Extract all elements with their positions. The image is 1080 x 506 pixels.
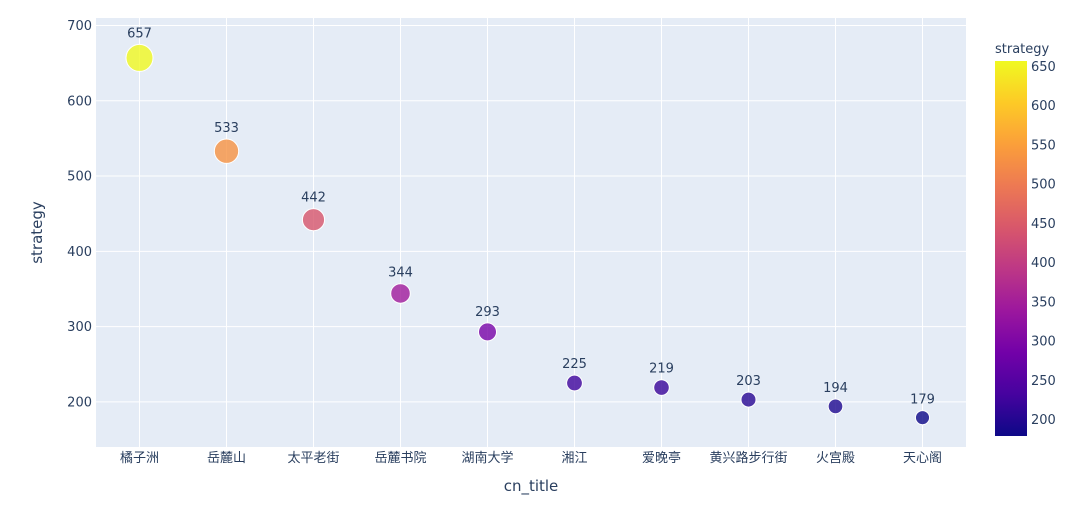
x-tick-label: 爱晚亭: [642, 450, 681, 466]
x-tick-label: 太平老街: [287, 451, 339, 466]
colorbar-tick-label: 250: [1031, 374, 1056, 389]
data-label: 225: [562, 357, 587, 372]
colorbar-tick-label: 550: [1031, 138, 1056, 153]
colorbar-title: strategy: [995, 42, 1050, 57]
x-gridlines: [139, 18, 923, 447]
colorbar-tick-label: 650: [1031, 60, 1056, 75]
data-points: [125, 43, 931, 426]
y-axis-title: strategy: [28, 201, 46, 264]
data-label: 203: [736, 374, 761, 389]
data-point: [390, 283, 411, 304]
y-gridlines: [96, 25, 966, 403]
colorbar: strategy 200 250 300 350 400 450 500 550 600 650: [995, 42, 1056, 436]
x-tick-label: 火宫殿: [816, 451, 855, 466]
y-tick-label: 500: [67, 170, 92, 185]
y-tick-label: 400: [67, 245, 92, 260]
data-point: [477, 322, 498, 342]
colorbar-tick-label: 200: [1031, 413, 1056, 428]
colorbar-tick-label: 500: [1031, 178, 1056, 193]
x-tick-label: 岳麓书院: [374, 451, 426, 466]
colorbar-tick-label: 450: [1031, 217, 1056, 232]
x-tick-labels: 橘子洲 岳麓山 太平老街 岳麓书院 湖南大学 湘江 爱晚亭 黄兴路步行街 火宫殿 天心阁: [120, 450, 942, 466]
data-point: [827, 398, 844, 415]
data-label: 179: [910, 393, 935, 408]
data-point: [740, 391, 757, 408]
colorbar-tick-label: 600: [1031, 99, 1056, 114]
x-tick-label: 岳麓山: [207, 451, 246, 466]
y-tick-label: 300: [67, 320, 92, 335]
data-label: 293: [475, 305, 500, 320]
data-point: [566, 374, 583, 392]
y-tick-labels: 200 300 400 500 600 700: [67, 19, 92, 410]
x-tick-label: 橘子洲: [120, 450, 159, 466]
data-label: 344: [388, 266, 413, 281]
x-tick-label: 湘江: [561, 451, 587, 466]
data-label: 442: [301, 191, 326, 206]
colorbar-tick-label: 350: [1031, 295, 1056, 310]
data-label: 219: [649, 362, 674, 377]
colorbar-tick-labels: 200 250 300 350 400 450 500 550 600 650: [1031, 60, 1056, 428]
data-point: [213, 138, 240, 164]
colorbar-gradient: [995, 61, 1027, 436]
x-axis-title: cn_title: [504, 477, 559, 496]
data-label: 533: [214, 121, 239, 136]
y-tick-label: 700: [67, 19, 92, 34]
colorbar-tick-label: 400: [1031, 256, 1056, 271]
data-point: [301, 208, 326, 232]
data-point: [653, 379, 670, 396]
y-tick-label: 200: [67, 395, 92, 410]
plot-background: [96, 18, 966, 447]
data-labels: 657 533 442 344 293 225 219 203 194 179: [127, 26, 935, 407]
x-tick-label: 湖南大学: [461, 450, 513, 466]
x-tick-label: 黄兴路步行街: [709, 450, 787, 466]
y-tick-label: 600: [67, 94, 92, 109]
x-tick-label: 天心阁: [903, 451, 942, 466]
data-point: [914, 410, 931, 426]
colorbar-tick-label: 300: [1031, 335, 1056, 350]
data-point: [125, 43, 154, 72]
data-label: 194: [823, 381, 848, 396]
data-label: 657: [127, 26, 152, 41]
